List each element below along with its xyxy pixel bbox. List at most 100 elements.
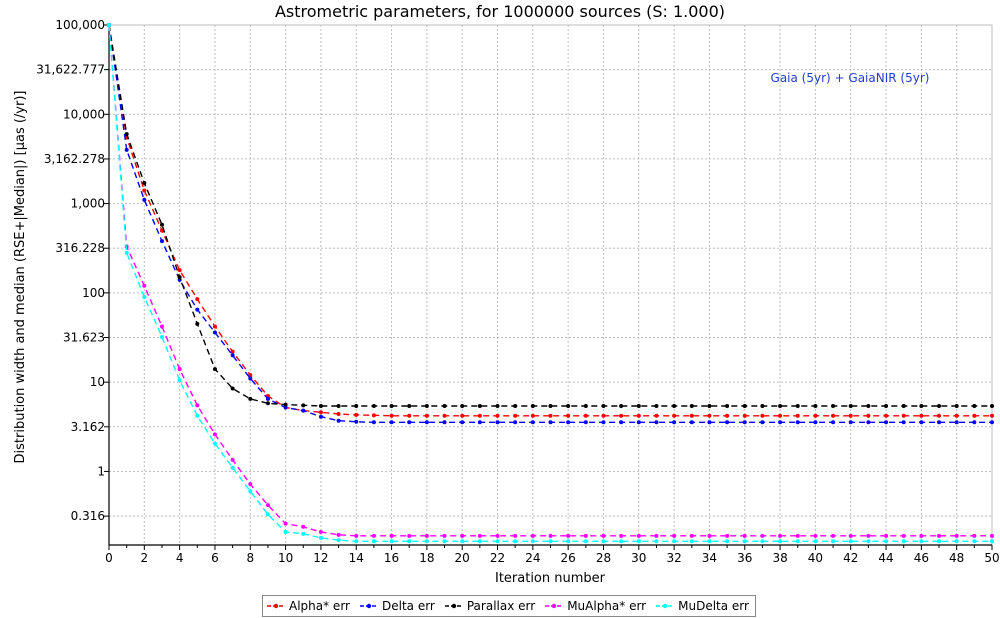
- x-tick-label: 44: [878, 551, 893, 565]
- data-point: [901, 413, 906, 418]
- data-point: [601, 539, 606, 544]
- axes: [108, 25, 992, 546]
- data-point: [619, 420, 624, 425]
- data-point: [530, 413, 535, 418]
- data-point: [442, 404, 447, 409]
- data-point: [884, 413, 889, 418]
- data-point: [230, 457, 235, 462]
- data-point: [707, 413, 712, 418]
- data-point: [831, 533, 836, 538]
- data-point: [583, 404, 588, 409]
- data-point: [495, 404, 500, 409]
- data-point: [583, 420, 588, 425]
- data-point: [495, 533, 500, 538]
- x-tick-label: 6: [211, 551, 219, 565]
- data-point: [601, 413, 606, 418]
- legend: Alpha* err Delta err Parallax err MuAlpha* …: [262, 595, 756, 617]
- data-point: [230, 353, 235, 358]
- data-point: [725, 413, 730, 418]
- data-point: [619, 413, 624, 418]
- data-point: [884, 533, 889, 538]
- data-point: [548, 533, 553, 538]
- x-tick-label: 46: [914, 551, 929, 565]
- data-point: [177, 268, 182, 273]
- data-point: [212, 367, 217, 372]
- data-point: [919, 420, 924, 425]
- data-point: [283, 405, 288, 410]
- data-point: [937, 413, 942, 418]
- data-point: [442, 413, 447, 418]
- data-point: [371, 420, 376, 425]
- y-tick-label: 3.162: [71, 420, 105, 434]
- data-point: [937, 533, 942, 538]
- data-point: [689, 413, 694, 418]
- data-point: [530, 404, 535, 409]
- data-point: [159, 335, 164, 340]
- data-point: [866, 533, 871, 538]
- legend-swatch: [267, 603, 285, 609]
- data-point: [513, 533, 518, 538]
- data-point: [354, 412, 359, 417]
- data-point: [866, 404, 871, 409]
- data-point: [831, 404, 836, 409]
- data-point: [707, 539, 712, 544]
- legend-swatch: [444, 603, 463, 609]
- data-point: [848, 404, 853, 409]
- y-axis-title: Distribution width and median (RSE+|Medi…: [13, 91, 28, 464]
- data-point: [990, 413, 994, 418]
- data-point: [831, 539, 836, 544]
- data-point: [513, 539, 518, 544]
- x-tick-label: 38: [772, 551, 787, 565]
- data-point: [990, 533, 994, 538]
- x-tick-label: 14: [349, 551, 364, 565]
- data-point: [725, 420, 730, 425]
- chart-title: Astrometric parameters, for 1000000 sour…: [274, 2, 726, 21]
- data-point: [954, 413, 959, 418]
- data-point: [301, 403, 306, 408]
- data-point: [530, 539, 535, 544]
- data-point: [601, 533, 606, 538]
- data-point: [760, 533, 765, 538]
- data-point: [318, 414, 323, 419]
- series-line-mudelta-err: [108, 24, 992, 542]
- data-point: [901, 533, 906, 538]
- x-tick-label: 30: [631, 551, 646, 565]
- data-point: [442, 539, 447, 544]
- data-point: [601, 420, 606, 425]
- data-point: [548, 539, 553, 544]
- data-point: [725, 533, 730, 538]
- data-point: [142, 180, 147, 185]
- data-point: [318, 529, 323, 534]
- data-point: [301, 531, 306, 536]
- data-point: [424, 539, 429, 544]
- data-point: [990, 420, 994, 425]
- x-tick-label: 34: [702, 551, 717, 565]
- data-point: [972, 413, 977, 418]
- x-tick-label: 0: [105, 551, 113, 565]
- data-point: [583, 533, 588, 538]
- data-point: [389, 533, 394, 538]
- data-point: [707, 404, 712, 409]
- data-point: [460, 413, 465, 418]
- x-tick-label: 50: [984, 551, 999, 565]
- data-point: [795, 413, 800, 418]
- legend-swatch: [545, 603, 564, 609]
- data-point: [424, 420, 429, 425]
- legend-item: Alpha* err: [267, 599, 350, 613]
- legend-item: MuAlpha* err: [545, 599, 646, 613]
- data-point: [778, 420, 783, 425]
- legend-swatch: [359, 603, 378, 609]
- data-point: [866, 539, 871, 544]
- data-point: [283, 402, 288, 407]
- data-point: [142, 188, 147, 193]
- data-point: [689, 533, 694, 538]
- data-point: [813, 413, 818, 418]
- data-point: [513, 420, 518, 425]
- data-point: [795, 420, 800, 425]
- series-line-parallax-err: [108, 24, 992, 407]
- data-point: [760, 404, 765, 409]
- data-point: [937, 420, 942, 425]
- x-axis-title: Iteration number: [495, 571, 606, 586]
- data-point: [672, 539, 677, 544]
- data-point: [318, 404, 323, 409]
